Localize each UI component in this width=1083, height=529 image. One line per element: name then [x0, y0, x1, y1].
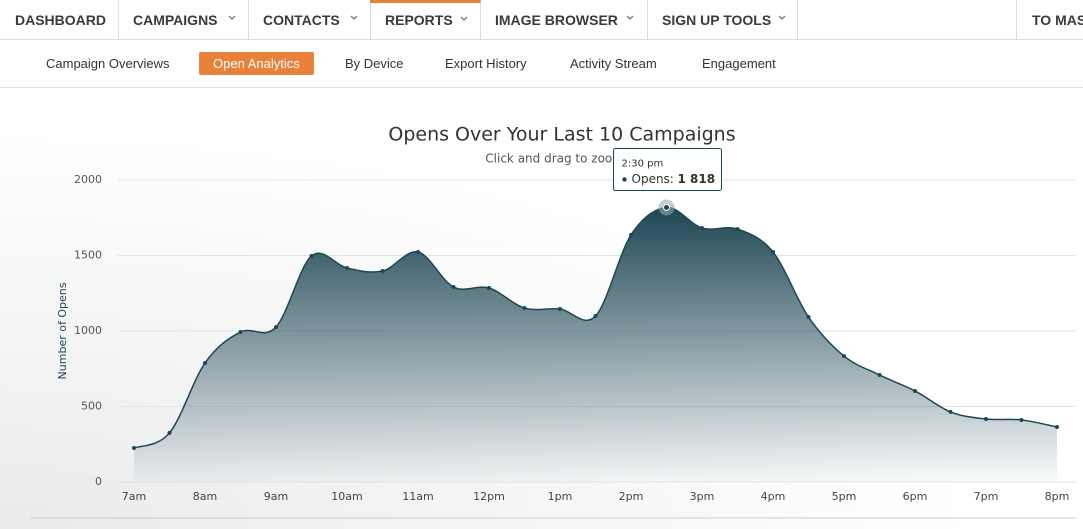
tooltip-time: 2:30 pm — [622, 158, 664, 169]
point — [167, 430, 172, 435]
sub-tab[interactable]: Activity Stream — [570, 56, 657, 71]
area — [134, 207, 1057, 482]
point — [238, 330, 243, 335]
point — [735, 227, 740, 232]
x-tick-label: 10am — [331, 490, 362, 503]
x-tick-label: 7pm — [974, 490, 999, 503]
tab-label: CAMPAIGNS — [133, 12, 218, 28]
x-tick-label: 8am — [193, 490, 217, 503]
tooltip-box — [613, 147, 722, 191]
point — [1055, 425, 1059, 430]
nav-tab[interactable]: REPORTS — [370, 0, 481, 39]
chart: Opens Over Your Last 10 Campaigns Click … — [0, 88, 1083, 529]
nav-tab[interactable]: CONTACTS — [248, 0, 371, 39]
point — [522, 306, 527, 311]
x-tick-label: 9am — [264, 490, 288, 503]
point — [806, 314, 811, 319]
point — [380, 269, 385, 274]
chart-subtitle: Click and drag to zoom in — [485, 152, 638, 166]
x-tick-label: 5pm — [832, 490, 857, 503]
x-tick-label: 7am — [122, 490, 146, 503]
point — [948, 409, 953, 414]
tab-label: SIGN UP TOOLS — [662, 12, 772, 28]
nav-tab[interactable]: IMAGE BROWSER — [480, 0, 648, 39]
x-tick-label: 3pm — [690, 490, 715, 503]
sub-tab[interactable]: Open Analytics — [199, 52, 314, 75]
y-axis-label: Number of Opens — [56, 282, 69, 379]
sub-tab[interactable]: Export History — [445, 56, 527, 71]
point — [309, 253, 314, 258]
y-tick-label: 0 — [95, 475, 102, 488]
chart-title: Opens Over Your Last 10 Campaigns — [388, 124, 735, 146]
sub-tab[interactable]: Engagement — [702, 56, 776, 71]
sub-nav: Campaign Overviews Open Analytics By Dev… — [0, 40, 1083, 88]
x-tick-label: 8pm — [1045, 490, 1070, 503]
y-tick-label: 2000 — [74, 173, 102, 186]
x-tick-label: 6pm — [903, 490, 928, 503]
y-tick-label: 1500 — [74, 249, 102, 262]
x-tick-label: 2pm — [619, 490, 644, 503]
point — [451, 285, 456, 290]
tab-label: IMAGE BROWSER — [495, 12, 618, 28]
nav-tab[interactable]: DASHBOARD — [0, 0, 119, 39]
point — [700, 226, 704, 231]
x-tick-label: 1pm — [548, 490, 573, 503]
point — [1019, 417, 1024, 422]
point — [416, 250, 420, 255]
sub-tab[interactable]: By Device — [345, 56, 404, 71]
point — [558, 306, 562, 311]
nav-tab[interactable]: SIGN UP TOOLS — [647, 0, 798, 39]
y-tick-label: 1000 — [74, 324, 102, 337]
nav-tab[interactable]: CAMPAIGNS — [118, 0, 249, 39]
point — [132, 446, 136, 451]
point — [345, 266, 349, 271]
point — [593, 314, 598, 319]
top-nav: DASHBOARD CAMPAIGNS CONTACTS REPORTS IMA… — [0, 0, 1083, 40]
point — [629, 232, 633, 237]
point — [274, 325, 278, 330]
tooltip-label: Opens: — [632, 172, 674, 186]
tooltip-bullet — [622, 177, 627, 182]
nav-tab[interactable]: TO MAS — [1016, 0, 1083, 39]
y-tick-label: 500 — [81, 400, 102, 413]
point — [842, 354, 846, 359]
tooltip: 2:30 pm Opens: 1 818 — [613, 147, 722, 191]
hover-point — [663, 203, 670, 211]
point — [487, 285, 491, 290]
point — [913, 388, 917, 393]
point — [877, 372, 882, 377]
point — [771, 250, 775, 255]
sub-tab[interactable]: Campaign Overviews — [46, 56, 170, 71]
tab-label: REPORTS — [385, 12, 453, 28]
x-tick-label: 11am — [402, 490, 433, 503]
point — [203, 361, 207, 366]
point — [984, 417, 988, 422]
tab-label: CONTACTS — [263, 12, 340, 28]
x-tick-label: 12pm — [473, 490, 505, 503]
x-tick-label: 4pm — [761, 490, 786, 503]
tooltip-value: 1 818 — [678, 172, 716, 186]
